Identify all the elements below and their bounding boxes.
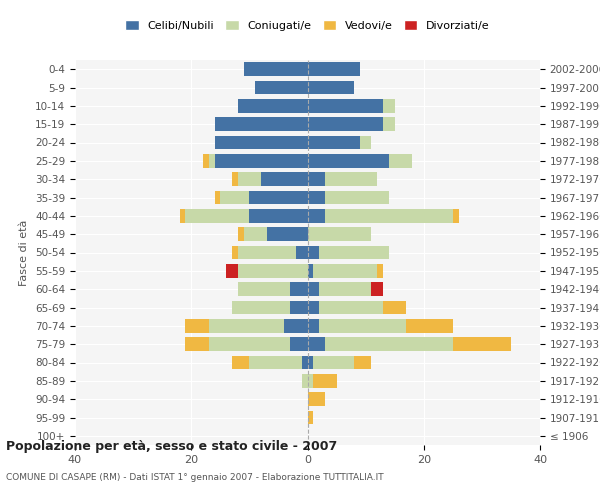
Bar xyxy=(308,410,313,424)
Bar xyxy=(308,246,319,260)
Bar xyxy=(290,282,308,296)
Bar xyxy=(453,338,511,351)
Bar xyxy=(313,356,354,370)
Bar xyxy=(313,374,337,388)
Bar xyxy=(302,356,308,370)
Bar xyxy=(267,228,308,241)
Bar xyxy=(296,246,308,260)
Bar xyxy=(232,300,290,314)
Bar xyxy=(244,228,267,241)
Bar xyxy=(232,246,238,260)
Bar xyxy=(308,99,383,112)
Bar xyxy=(354,356,371,370)
Text: COMUNE DI CASAPE (RM) - Dati ISTAT 1° gennaio 2007 - Elaborazione TUTTITALIA.IT: COMUNE DI CASAPE (RM) - Dati ISTAT 1° ge… xyxy=(6,473,383,482)
Bar xyxy=(319,319,406,332)
Bar xyxy=(308,228,371,241)
Bar xyxy=(250,209,308,222)
Bar xyxy=(226,264,238,278)
Bar xyxy=(371,282,383,296)
Bar xyxy=(308,172,325,186)
Y-axis label: Fasce di età: Fasce di età xyxy=(19,220,29,286)
Bar xyxy=(220,190,250,204)
Bar xyxy=(250,190,308,204)
Bar xyxy=(261,172,308,186)
Bar xyxy=(389,154,412,168)
Bar xyxy=(383,300,406,314)
Bar xyxy=(215,136,308,149)
Bar xyxy=(308,356,313,370)
Bar xyxy=(308,374,313,388)
Bar xyxy=(308,264,313,278)
Bar xyxy=(319,246,389,260)
Bar xyxy=(319,300,383,314)
Bar xyxy=(238,282,290,296)
Legend: Celibi/Nubili, Coniugati/e, Vedovi/e, Divorziati/e: Celibi/Nubili, Coniugati/e, Vedovi/e, Di… xyxy=(121,16,494,35)
Bar xyxy=(209,154,215,168)
Bar xyxy=(325,338,453,351)
Bar xyxy=(308,62,360,76)
Bar xyxy=(308,319,319,332)
Bar xyxy=(209,338,290,351)
Bar xyxy=(185,319,209,332)
Bar xyxy=(238,228,244,241)
Bar xyxy=(377,264,383,278)
Bar xyxy=(290,300,308,314)
Bar xyxy=(238,99,308,112)
Bar xyxy=(308,392,325,406)
Bar xyxy=(308,136,360,149)
Text: Popolazione per età, sesso e stato civile - 2007: Popolazione per età, sesso e stato civil… xyxy=(6,440,337,453)
Bar xyxy=(232,172,238,186)
Bar xyxy=(215,190,220,204)
Bar xyxy=(319,282,371,296)
Bar xyxy=(215,154,308,168)
Bar xyxy=(209,319,284,332)
Bar xyxy=(308,190,325,204)
Bar xyxy=(255,80,308,94)
Bar xyxy=(308,338,325,351)
Bar xyxy=(406,319,453,332)
Bar xyxy=(185,209,250,222)
Bar xyxy=(453,209,458,222)
Bar xyxy=(325,172,377,186)
Bar xyxy=(308,282,319,296)
Bar xyxy=(308,154,389,168)
Bar xyxy=(313,264,377,278)
Bar xyxy=(215,118,308,131)
Bar xyxy=(302,374,308,388)
Bar xyxy=(308,80,354,94)
Bar xyxy=(325,190,389,204)
Bar xyxy=(232,356,250,370)
Bar xyxy=(244,62,308,76)
Bar xyxy=(308,209,325,222)
Bar xyxy=(383,99,395,112)
Bar xyxy=(290,338,308,351)
Bar xyxy=(325,209,453,222)
Bar xyxy=(383,118,395,131)
Bar xyxy=(179,209,185,222)
Bar xyxy=(308,300,319,314)
Bar xyxy=(360,136,371,149)
Bar xyxy=(284,319,308,332)
Bar xyxy=(238,172,261,186)
Bar xyxy=(185,338,209,351)
Bar xyxy=(203,154,209,168)
Bar xyxy=(238,264,308,278)
Bar xyxy=(250,356,302,370)
Bar xyxy=(308,118,383,131)
Bar xyxy=(238,246,296,260)
